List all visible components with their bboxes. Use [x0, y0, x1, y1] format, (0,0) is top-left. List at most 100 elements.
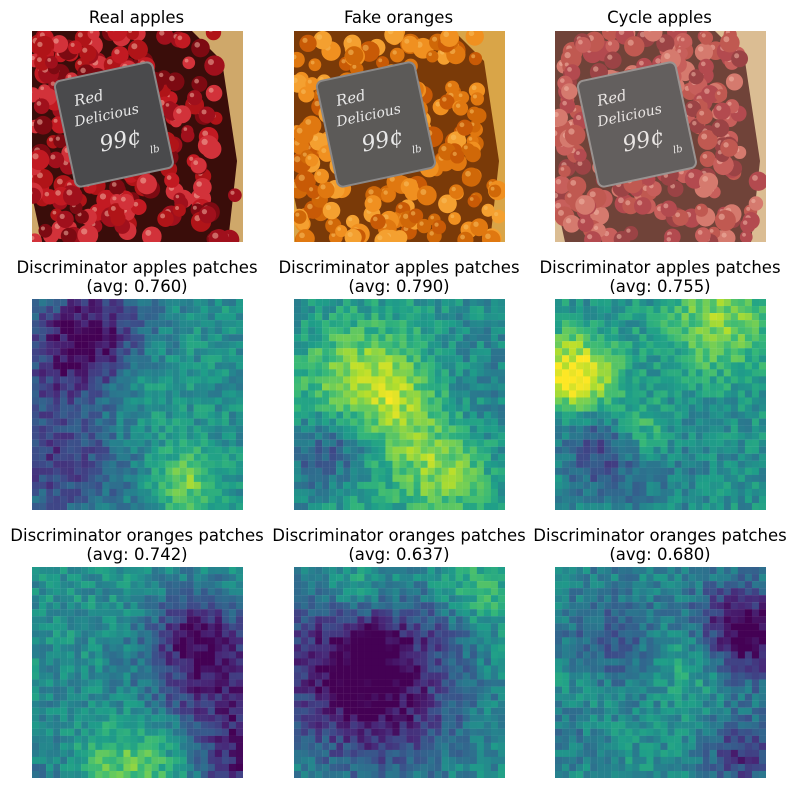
heatmap-cell: [144, 397, 152, 405]
heatmap-svg: [32, 299, 243, 510]
heatmap-cell: [301, 460, 309, 468]
heatmap-cell: [294, 439, 302, 447]
heatmap-cell: [604, 453, 612, 461]
heatmap-cell: [207, 644, 216, 652]
heatmap-cell: [116, 574, 124, 582]
heatmap-cell: [144, 432, 152, 440]
fruit-highlight: [639, 60, 644, 66]
heatmap-cell: [46, 383, 54, 391]
heatmap-cell: [39, 679, 47, 687]
heatmap-cell: [497, 495, 505, 504]
heatmap-cell: [116, 306, 124, 314]
heatmap-cell: [667, 383, 675, 391]
heatmap-cell: [116, 467, 124, 475]
heatmap-cell: [350, 334, 358, 342]
heatmap-cell: [618, 383, 626, 391]
heatmap-cell: [399, 313, 407, 321]
heatmap-cell: [392, 341, 400, 349]
heatmap-cell: [329, 460, 337, 468]
heatmap-cell: [490, 355, 499, 363]
heatmap-cell: [413, 327, 421, 335]
heatmap-cell: [569, 460, 577, 468]
heatmap-cell: [343, 383, 351, 391]
heatmap-cell: [151, 334, 159, 342]
heatmap-cell: [576, 362, 584, 370]
heatmap-cell: [144, 467, 152, 475]
heatmap-cell: [611, 488, 619, 497]
heatmap-cell: [46, 481, 54, 490]
heatmap-cell: [221, 644, 230, 652]
heatmap-cell: [751, 369, 760, 377]
heatmap-cell: [60, 320, 68, 328]
heatmap-cell: [618, 390, 626, 398]
heatmap-cell: [350, 376, 358, 384]
heatmap-cell: [583, 495, 591, 504]
heatmap-cell: [322, 425, 330, 433]
heatmap-cell: [723, 425, 731, 433]
heatmap-cell: [441, 313, 449, 321]
heatmap-cell: [144, 299, 152, 307]
heatmap-cell: [294, 348, 302, 356]
heatmap-cell: [688, 453, 696, 461]
heatmap-cell: [660, 404, 668, 412]
heatmap-cell: [53, 623, 61, 631]
heatmap-cell: [123, 348, 131, 356]
heatmap-cell: [406, 404, 414, 412]
fruit: [118, 193, 135, 211]
heatmap-cell: [137, 602, 145, 610]
heatmap-cell: [39, 595, 47, 603]
heatmap-cell: [483, 376, 492, 384]
heatmap-cell: [39, 672, 47, 680]
heatmap-cell: [639, 467, 647, 475]
heatmap-cell: [74, 425, 82, 433]
heatmap-cell: [597, 502, 605, 510]
heatmap-cell: [95, 397, 103, 405]
heatmap-cell: [228, 665, 237, 673]
heatmap-cell: [214, 630, 223, 638]
heatmap-cell: [420, 453, 428, 461]
heatmap-cell: [583, 334, 591, 342]
heatmap-cell: [399, 306, 407, 314]
heatmap-cell: [137, 714, 145, 722]
heatmap-cell: [39, 439, 47, 447]
heatmap-cell: [200, 383, 208, 391]
heatmap-cell: [490, 341, 499, 349]
heatmap-cell: [109, 616, 117, 624]
heatmap-cell: [88, 700, 96, 708]
heatmap-cell: [476, 390, 485, 398]
heatmap-cell: [123, 425, 131, 433]
heatmap-cell: [632, 341, 640, 349]
heatmap-cell: [221, 714, 230, 722]
heatmap-cell: [604, 313, 612, 321]
heatmap-cell: [81, 588, 89, 596]
heatmap-cell: [667, 320, 675, 328]
fruit-highlight: [570, 179, 577, 186]
heatmap-cell: [116, 439, 124, 447]
heatmap-cell: [200, 581, 208, 589]
heatmap-cell: [46, 679, 54, 687]
heatmap-cell: [329, 467, 337, 475]
heatmap-cell: [193, 474, 201, 483]
heatmap-cell: [46, 488, 54, 497]
heatmap-cell: [315, 334, 323, 342]
heatmap-cell: [590, 425, 598, 433]
heatmap-cell: [39, 749, 47, 758]
heatmap-cell: [46, 637, 54, 645]
heatmap-cell: [151, 306, 159, 314]
heatmap-cell: [758, 453, 766, 461]
heatmap-cell: [123, 467, 131, 475]
heatmap-cell: [200, 453, 208, 461]
heatmap-cell: [483, 348, 492, 356]
heatmap-cell: [130, 616, 138, 624]
fruit: [364, 195, 382, 213]
heatmap-cell: [639, 404, 647, 412]
heatmap-cell: [744, 355, 753, 363]
cycle-wash: [555, 31, 766, 242]
heatmap-cell: [165, 602, 173, 610]
heatmap-cell: [74, 306, 82, 314]
heatmap-cell: [350, 327, 358, 335]
heatmap-cell: [144, 651, 152, 659]
heatmap-cell: [625, 460, 633, 468]
heatmap-cell: [357, 460, 365, 468]
heatmap-cell: [32, 742, 40, 751]
